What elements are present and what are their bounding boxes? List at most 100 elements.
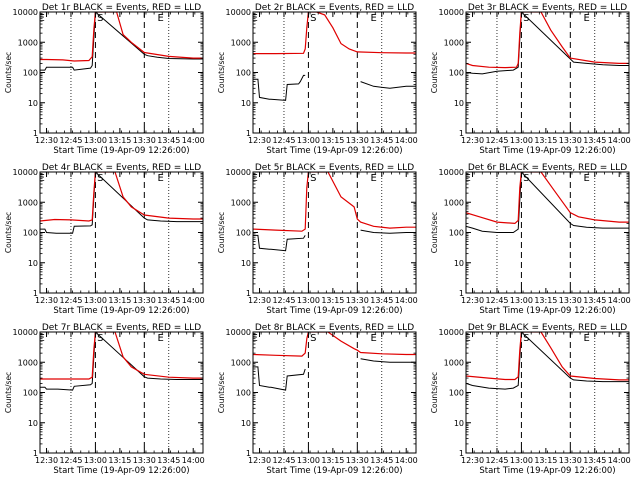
x-tick-label: 12:45 [59, 136, 82, 145]
series-group [253, 172, 416, 252]
x-tick-label: 12:30 [35, 136, 58, 145]
x-tick-label: 14:00 [608, 456, 631, 465]
chart-title: Det 9r BLACK = Events, RED = LLD [468, 323, 627, 333]
x-tick-label: 12:45 [485, 456, 508, 465]
chart-title: Det 6r BLACK = Events, RED = LLD [468, 163, 627, 173]
y-tick-label: 100 [236, 69, 251, 78]
series-events-line [466, 172, 629, 233]
x-tick-label: 13:15 [534, 136, 557, 145]
y-tick-label: 10 [28, 99, 38, 108]
marker-label: E [464, 13, 470, 24]
marker-label: S [523, 173, 529, 184]
series-events-line [466, 332, 629, 390]
x-tick-label: 13:45 [583, 456, 606, 465]
marker-label: S [523, 13, 529, 24]
y-tick-label: 1000 [231, 38, 251, 47]
x-tick-label: 13:45 [157, 456, 180, 465]
y-tick-label: 10 [28, 259, 38, 268]
x-tick-label: 13:00 [84, 296, 107, 305]
y-tick-label: 10000 [226, 168, 251, 177]
x-tick-label: 13:15 [534, 456, 557, 465]
y-axis-label: Counts/sec [217, 52, 226, 93]
series-events-line [40, 12, 203, 71]
chart-panel-1: Det 1r BLACK = Events, RED = LLD 1 10 100 10… [4, 3, 205, 156]
y-tick-label: 10 [454, 259, 464, 268]
marker-label: S [97, 333, 103, 344]
x-tick-label: 13:30 [133, 456, 156, 465]
y-tick-label: 1 [33, 449, 38, 458]
x-axis-label: Start Time (19-Apr-09 12:26:00) [53, 466, 189, 476]
y-tick-label: 100 [236, 389, 251, 398]
x-tick-label: 13:00 [297, 456, 320, 465]
x-tick-label: 14:00 [182, 136, 205, 145]
series-events-line [40, 332, 203, 391]
series-group [40, 12, 203, 71]
x-tick-label: 14:00 [395, 456, 418, 465]
x-tick-label: 13:15 [108, 296, 131, 305]
series-lld-line [253, 332, 416, 357]
y-tick-label: 1000 [231, 358, 251, 367]
marker-label: E [583, 173, 589, 184]
x-axis-label: Start Time (19-Apr-09 12:26:00) [53, 306, 189, 316]
y-tick-label: 1000 [444, 198, 464, 207]
x-tick-label: 12:30 [461, 296, 484, 305]
x-axis-label: Start Time (19-Apr-09 12:26:00) [53, 146, 189, 156]
series-events-line [253, 74, 416, 101]
y-tick-label: 10 [454, 99, 464, 108]
series-events-line [253, 358, 416, 391]
y-axis-label: Counts/sec [4, 52, 13, 93]
x-tick-label: 12:45 [272, 456, 295, 465]
series-lld-line [40, 172, 203, 222]
x-tick-label: 13:45 [157, 296, 180, 305]
y-tick-label: 1 [33, 289, 38, 298]
y-tick-label: 10000 [439, 328, 464, 337]
y-axis-label: Counts/sec [217, 212, 226, 253]
y-tick-label: 100 [449, 389, 464, 398]
x-tick-label: 13:15 [534, 296, 557, 305]
chart-panel-9: Det 9r BLACK = Events, RED = LLD 1 10 100 10… [430, 323, 631, 476]
y-tick-label: 10000 [13, 168, 38, 177]
x-tick-label: 12:45 [485, 136, 508, 145]
y-axis-label: Counts/sec [217, 372, 226, 413]
x-tick-label: 12:30 [35, 456, 58, 465]
series-events-line [466, 12, 629, 75]
plot-frame [465, 331, 630, 454]
marker-label: S [310, 173, 316, 184]
x-tick-label: 13:45 [370, 136, 393, 145]
x-tick-label: 12:30 [461, 136, 484, 145]
y-tick-label: 10 [241, 419, 251, 428]
y-tick-label: 1000 [18, 198, 38, 207]
x-tick-label: 13:45 [583, 136, 606, 145]
y-tick-label: 1 [33, 129, 38, 138]
chart-title: Det 3r BLACK = Events, RED = LLD [468, 3, 627, 13]
x-tick-label: 13:30 [346, 456, 369, 465]
y-tick-label: 10000 [439, 8, 464, 17]
y-tick-label: 1000 [18, 358, 38, 367]
y-axis-label: Counts/sec [430, 52, 439, 93]
marker-label: E [157, 173, 163, 184]
x-tick-label: 12:30 [248, 456, 271, 465]
chart-title: Det 8r BLACK = Events, RED = LLD [255, 323, 414, 333]
y-tick-label: 100 [449, 69, 464, 78]
x-tick-label: 12:45 [59, 296, 82, 305]
y-axis-label: Counts/sec [430, 212, 439, 253]
y-tick-label: 100 [449, 229, 464, 238]
marker-label: S [310, 333, 316, 344]
y-tick-label: 10000 [226, 328, 251, 337]
series-lld-line [253, 172, 416, 232]
chart-panel-3: Det 3r BLACK = Events, RED = LLD 1 10 100 10… [430, 3, 631, 156]
x-tick-label: 13:45 [370, 456, 393, 465]
series-lld-line [466, 12, 629, 69]
x-tick-label: 13:00 [84, 136, 107, 145]
x-tick-label: 14:00 [608, 296, 631, 305]
y-tick-label: 1 [459, 129, 464, 138]
x-tick-label: 13:30 [346, 136, 369, 145]
series-group [253, 12, 416, 101]
x-tick-label: 14:00 [608, 136, 631, 145]
x-axis-label: Start Time (19-Apr-09 12:26:00) [479, 146, 615, 156]
y-tick-label: 100 [236, 229, 251, 238]
series-lld-line [466, 172, 629, 225]
marker-label: E [583, 13, 589, 24]
x-tick-label: 13:30 [133, 296, 156, 305]
chart-title: Det 1r BLACK = Events, RED = LLD [42, 3, 201, 13]
